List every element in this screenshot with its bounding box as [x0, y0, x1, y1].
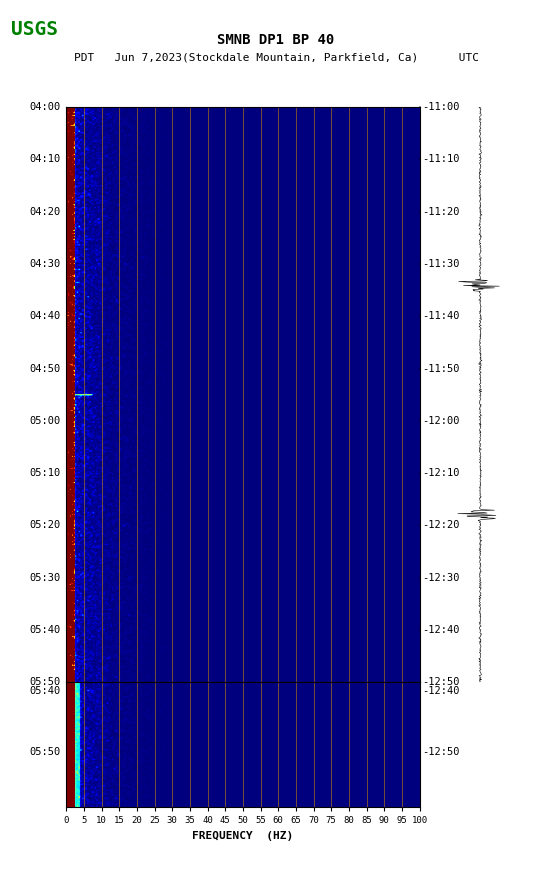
- Text: PDT   Jun 7,2023(Stockdale Mountain, Parkfield, Ca)      UTC: PDT Jun 7,2023(Stockdale Mountain, Parkf…: [73, 53, 479, 63]
- Text: -12:40: -12:40: [422, 625, 460, 635]
- Text: 04:30: 04:30: [29, 259, 61, 269]
- Text: 05:00: 05:00: [29, 416, 61, 425]
- Text: -11:50: -11:50: [422, 364, 460, 374]
- Text: 05:10: 05:10: [29, 468, 61, 478]
- Text: -11:10: -11:10: [422, 154, 460, 164]
- Text: -11:30: -11:30: [422, 259, 460, 269]
- Text: 04:10: 04:10: [29, 154, 61, 164]
- Text: -12:50: -12:50: [422, 677, 460, 688]
- Text: 04:20: 04:20: [29, 207, 61, 217]
- Text: -12:10: -12:10: [422, 468, 460, 478]
- Text: 05:20: 05:20: [29, 520, 61, 531]
- Text: -11:40: -11:40: [422, 311, 460, 321]
- Text: 04:50: 04:50: [29, 364, 61, 374]
- Text: 04:40: 04:40: [29, 311, 61, 321]
- Text: -11:00: -11:00: [422, 102, 460, 112]
- Text: SMNB DP1 BP 40: SMNB DP1 BP 40: [217, 33, 335, 47]
- Text: 05:50: 05:50: [29, 677, 61, 688]
- Text: -12:50: -12:50: [422, 747, 460, 756]
- Text: -12:00: -12:00: [422, 416, 460, 425]
- Text: -12:40: -12:40: [422, 686, 460, 697]
- Text: 05:50: 05:50: [29, 747, 61, 756]
- Text: 05:40: 05:40: [29, 625, 61, 635]
- Text: -12:20: -12:20: [422, 520, 460, 531]
- Text: 05:40: 05:40: [29, 686, 61, 697]
- Text: -12:30: -12:30: [422, 573, 460, 582]
- X-axis label: FREQUENCY  (HZ): FREQUENCY (HZ): [192, 830, 294, 841]
- Text: 04:00: 04:00: [29, 102, 61, 112]
- Text: USGS: USGS: [11, 20, 58, 38]
- Text: 05:30: 05:30: [29, 573, 61, 582]
- Text: -11:20: -11:20: [422, 207, 460, 217]
